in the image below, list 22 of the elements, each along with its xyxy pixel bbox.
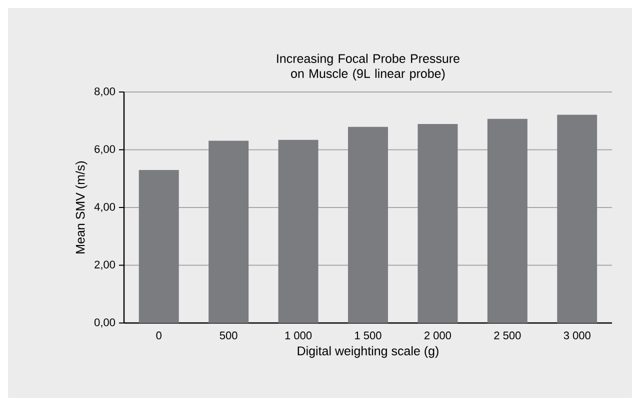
x-tick-label: 2 000 bbox=[424, 332, 452, 340]
bar bbox=[418, 124, 458, 323]
bar bbox=[348, 126, 388, 323]
x-tick-label: 500 bbox=[220, 332, 238, 340]
bar bbox=[278, 140, 318, 323]
x-tick-label: 2 500 bbox=[494, 332, 521, 340]
bar bbox=[208, 140, 249, 323]
y-tick-label: 6,00 bbox=[94, 145, 116, 154]
y-tick-label: 2,00 bbox=[94, 260, 116, 270]
bar bbox=[138, 170, 179, 323]
y-tick-label: 8,00 bbox=[94, 87, 116, 97]
bar bbox=[487, 118, 528, 323]
x-tick-label: 3 000 bbox=[564, 332, 590, 340]
y-tick-label: 0,00 bbox=[94, 318, 116, 328]
bar bbox=[557, 114, 598, 323]
x-tick-label: 1 000 bbox=[285, 332, 312, 340]
x-axis-title: Digital weighting scale (g) bbox=[298, 346, 438, 358]
x-tick-label: 1 500 bbox=[355, 332, 382, 340]
chart-title: Increasing Focal Probe Pressure on Muscle (9L linear probe) bbox=[277, 54, 460, 80]
x-tick-label: 0 bbox=[156, 332, 162, 340]
y-axis-title: Mean SMV (m/s) bbox=[76, 161, 88, 254]
y-tick-label: 4,00 bbox=[94, 202, 116, 212]
